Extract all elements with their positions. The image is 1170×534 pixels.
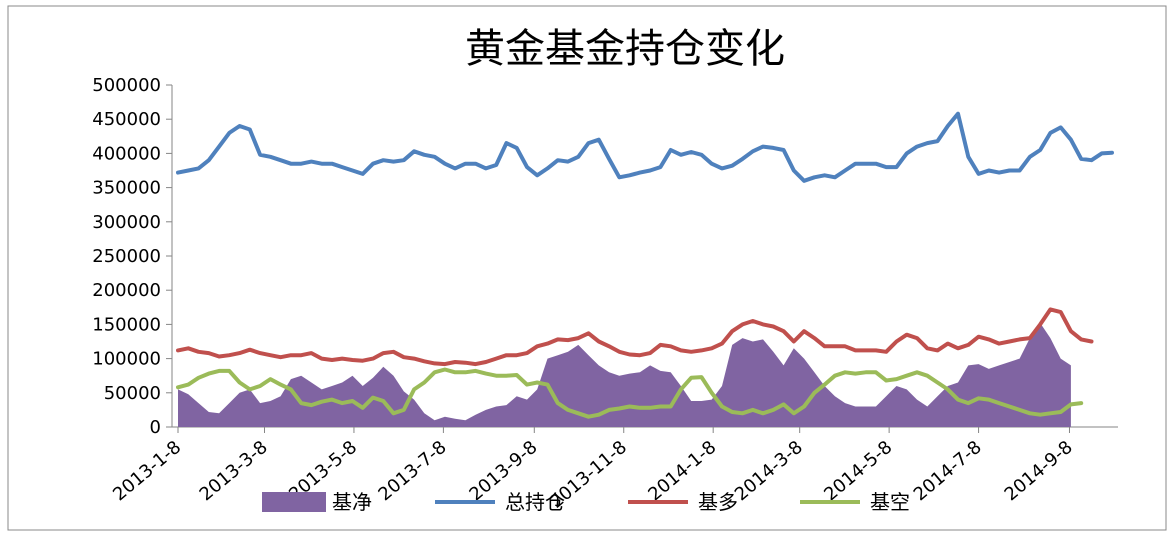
y-tick-label: 50000 (104, 383, 161, 404)
y-tick-label: 300000 (92, 212, 161, 233)
legend-label: 基空 (870, 490, 910, 514)
legend-item-long: 基多 (628, 490, 738, 514)
y-tick-label: 350000 (92, 178, 161, 199)
y-tick-label: 450000 (92, 109, 161, 130)
y-tick-label: 400000 (92, 143, 161, 164)
legend-item-total: 总持仓 (435, 490, 565, 514)
y-tick-label: 250000 (92, 246, 161, 267)
y-axis: 0 50000 100000 150000 200000 250000 300000 3500… (92, 75, 173, 438)
y-tick-label: 500000 (92, 75, 161, 96)
legend-label: 基多 (698, 490, 738, 514)
series-line-total (176, 111, 1114, 183)
chart-border (7, 5, 1167, 531)
legend: 基净 总持仓 基多 基空 (262, 490, 910, 514)
legend-label: 基净 (332, 490, 372, 514)
series-line-short (176, 367, 1084, 419)
legend-item-short: 基空 (800, 490, 910, 514)
legend-swatch (262, 492, 326, 512)
y-tick-label: 100000 (92, 349, 161, 370)
legend-label: 总持仓 (505, 490, 565, 514)
series-area-jijing (178, 323, 1071, 427)
chart-title: 黄金基金持仓变化 (465, 26, 785, 72)
series-line-long (176, 307, 1094, 367)
y-tick-label: 0 (150, 417, 161, 438)
y-tick-label: 200000 (92, 280, 161, 301)
y-tick-label: 150000 (92, 314, 161, 335)
legend-item-jijing: 基净 (262, 490, 372, 514)
series-layer (176, 111, 1114, 427)
